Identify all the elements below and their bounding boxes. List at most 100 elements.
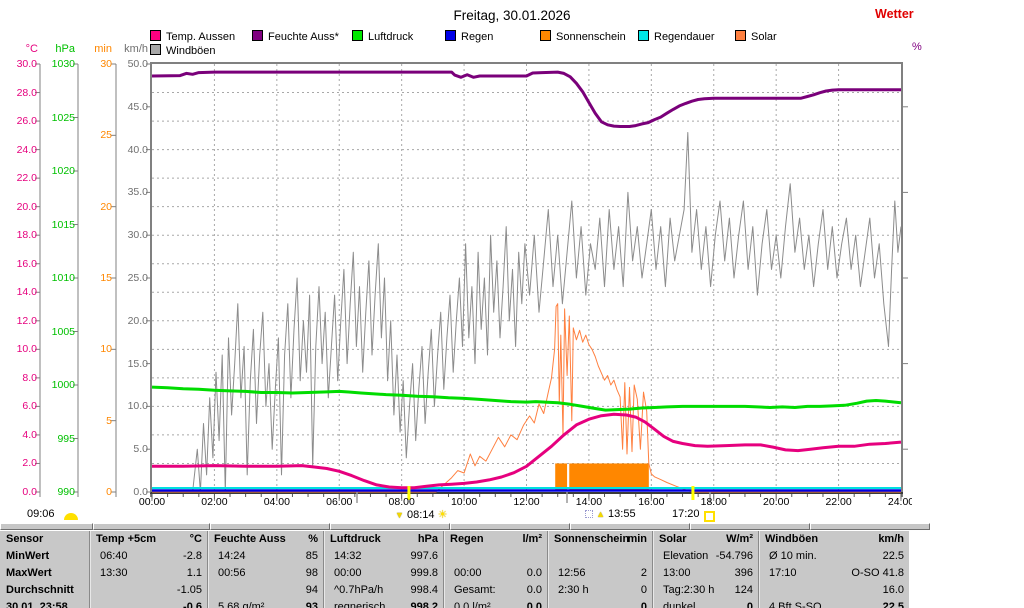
table-cell-label: Feuchte Auss [214,533,286,545]
y-tick-label: 28.0 [16,86,37,99]
table-col-feuchte-auss: Feuchte Auss% 14:24 85 00:56 98 94 5.68 g/m² 93 [207,531,324,608]
sunset-time-label: 17:20 [672,508,700,520]
y-tick-label: 24.0 [16,143,37,156]
table-row: 0.0 l/m² 0.0 [444,599,548,608]
table-row: dunkel 0 [653,599,759,608]
legend-label: Sonnenschein [556,31,626,43]
table-row: 5.68 g/m² 93 [208,599,324,608]
y-tick-label: 1005 [51,325,75,338]
table-row: 2:30 h 0 [548,582,653,599]
table-row: 13:30 1.1 [90,565,208,582]
table-cell-value: 998.4 [410,584,438,596]
y-tick-label: 20 [100,200,112,213]
table-cell-label: 4 Bft S-SO [769,601,822,608]
ticker-text: Wetter [875,7,914,21]
table-row: Sonnenschein min [548,531,653,548]
table-cell-value: min [627,533,647,545]
y-tick-label: 26.0 [16,115,37,128]
table-row: 14:32 997.6 [324,548,444,565]
table-cell-value: 124 [734,584,753,596]
legend-label: Windböen [166,45,216,57]
sunrise-arrow-icon: ▼ [395,510,404,520]
legend-item-regendauer: Regendauer [638,30,715,43]
table-row: Luftdruck hPa [324,531,444,548]
table-cell-value: 997.6 [410,550,438,562]
table-cell-label: 17:10 [769,567,797,579]
table-row: 17:10 O-SO 41.8 [759,565,909,582]
table-cell-value: -2.8 [183,550,202,562]
y-tick-label: 10.0 [16,343,37,356]
y-tick-label: 40.0 [127,143,148,156]
table-row: -1.05 [90,582,208,599]
sensor-summary-table: Sensor MinWert MaxWert Durchschnitt 30.01, 2… [0,531,909,608]
legend-label: Luftdruck [368,31,414,43]
table-cell-value: l/m² [522,533,542,545]
table-cell-label: Sonnenschein [554,533,630,545]
y-tick-label: 16.0 [16,257,37,270]
legend-item-regen: Regen [445,30,493,43]
table-row: Solar W/m² [653,531,759,548]
table-cell-label: regnerisch [334,601,386,608]
y-tick-label: 0 [106,486,112,498]
legend-color-swatch [252,30,263,41]
legend-label: Solar [751,31,777,43]
table-cell-label: 0.0 l/m² [454,601,491,608]
table-cell-value: 0 [640,584,647,596]
table-row: Elevation -54.796 [653,548,759,565]
splitter-segment [0,523,93,530]
table-row: MinWert [0,548,89,565]
extra-sun-time-label: 09:06 [27,508,55,520]
table-cell-value: 16.0 [882,584,904,596]
table-cell-value: 22.5 [882,601,904,608]
x-tick-label: 20:00 [763,496,790,508]
table-row: -0.6 [90,599,208,608]
table-row: Tag:2:30 h 124 [653,582,759,599]
table-cell-value: 0.0 [526,584,542,596]
page-title: Freitag, 30.01.2026 [453,8,571,23]
table-cell-label: Solar [659,533,687,545]
table-row: Temp +5cm °C [90,531,208,548]
table-row: 94 [208,582,324,599]
legend-color-swatch [352,30,363,41]
splitter-segment [570,523,690,530]
noon-arrow-icon: ▲ [596,509,605,519]
y-tick-label: 12.0 [16,314,37,327]
y-tick-label: 15 [100,272,112,284]
y-tick-label: 50.0 [127,58,148,70]
table-col-solar: Solar W/m² Elevation -54.796 13:00 396 Tag:2:3… [652,531,759,608]
legend-item-sonnenschein: Sonnenschein [540,30,626,43]
table-cell-value: 93 [305,601,318,608]
humidity-axis-unit: % [912,41,922,53]
legend-row-1: Temp. Aussen Feuchte Auss* Luftdruck Regen S… [0,30,1024,43]
table-cell-label: 00:56 [218,567,246,579]
splitter-segment [450,523,570,530]
x-tick-label: 10:00 [450,496,478,508]
legend-item-windb-en: Windböen [150,44,216,57]
table-cell-value: hPa [417,533,438,545]
horizon-sun-icon [64,513,78,520]
table-cell-value: -54.796 [715,550,753,562]
table-row: 06:40 -2.8 [90,548,208,565]
table-row: Ø 10 min. 22.5 [759,548,909,565]
y-tick-label: 1010 [51,272,75,284]
y-tick-label: 45.0 [127,100,148,113]
y-tick-label: 22.0 [16,172,37,185]
table-row: 0 [548,599,653,608]
table-cell-value: W/m² [726,533,753,545]
table-cell-label: 13:30 [100,567,128,579]
table-cell-value: 0 [640,601,647,608]
legend-color-swatch [445,30,456,41]
table-row [444,548,548,565]
y-tick-label: 995 [57,432,75,445]
sunrise-time-label: 08:14 [406,509,435,521]
legend-item-luftdruck: Luftdruck [352,30,414,43]
y-tick-label: 1000 [51,379,75,391]
table-row-header: Sensor [6,533,44,545]
table-cell-value: 98 [305,567,318,579]
y-tick-label: 35.0 [127,186,148,199]
splitter-segment [690,523,810,530]
y-tick-label: 6.0 [22,400,37,413]
table-cell-value: 0.0 [526,601,542,608]
series-luftdruck [151,385,902,412]
